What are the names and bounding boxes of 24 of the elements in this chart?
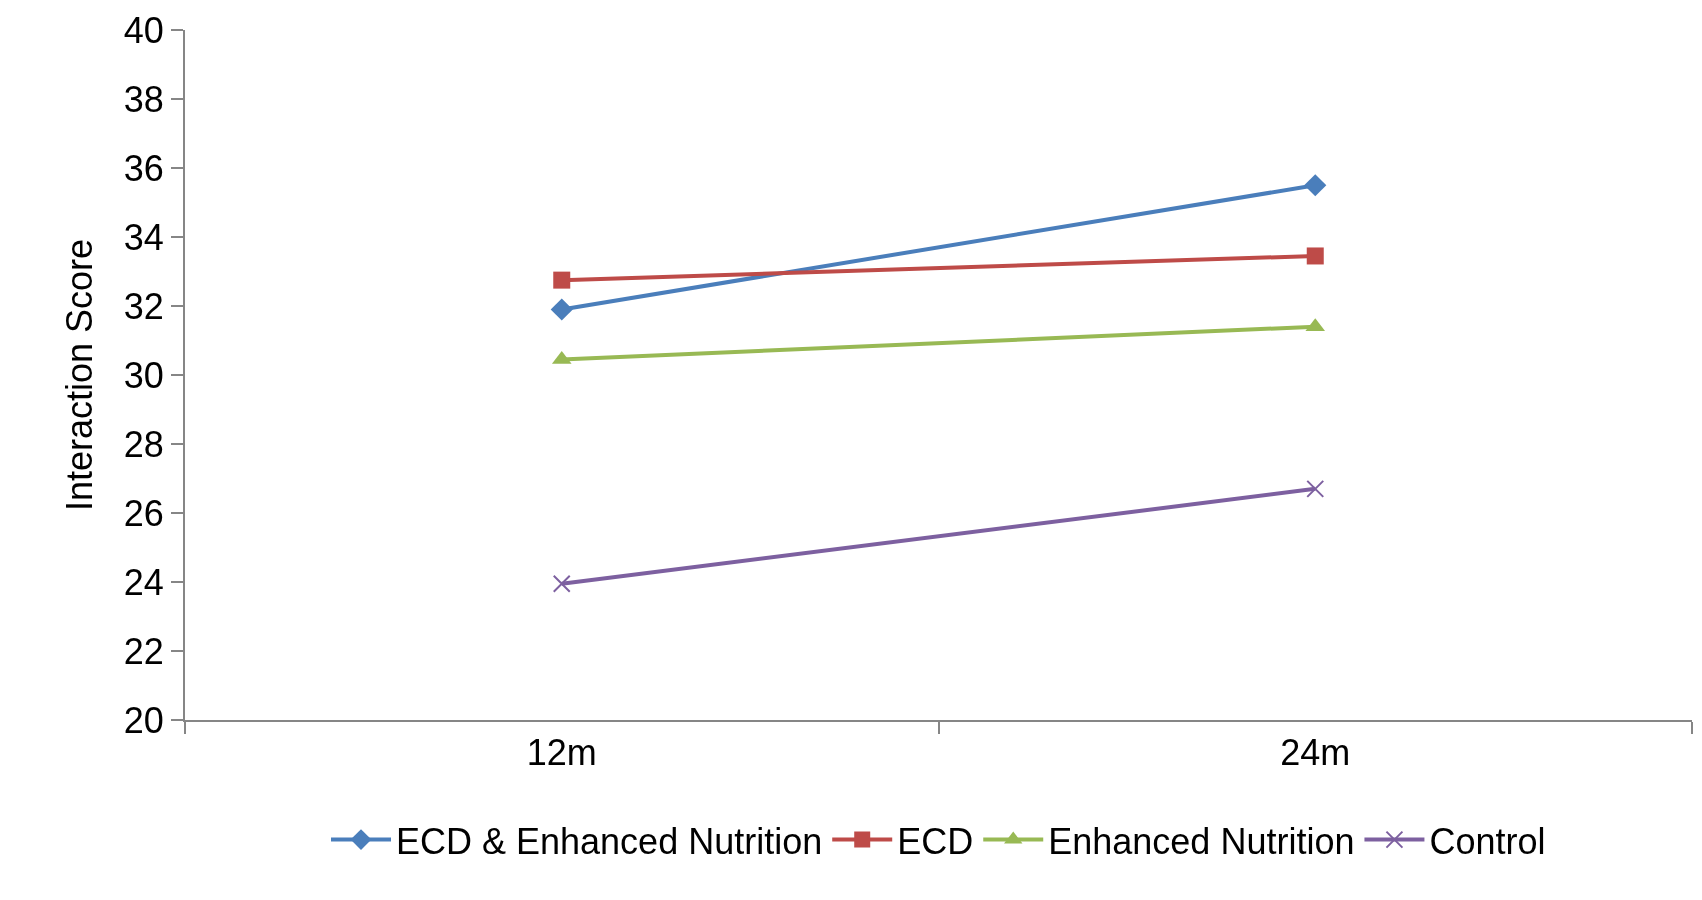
y-tick-label: 40 [123,9,164,51]
y-tick-label: 38 [123,78,164,120]
point [552,574,571,593]
legend-label: ECD [897,820,974,862]
y-tick-label: 30 [123,354,164,396]
point [550,298,573,321]
legend-label: ECD & Enhanced Nutrition [396,820,823,862]
point [1306,479,1325,498]
legend-label: Enhanced Nutrition [1048,820,1355,862]
legend-label: Control [1429,820,1546,862]
y-tick-label: 34 [123,216,164,258]
x-tick-label: 12m [526,732,597,774]
y-tick-label: 28 [123,423,164,465]
y-tick-label: 20 [123,699,164,741]
y-tick-label: 32 [123,285,164,327]
y-tick-label: 22 [123,630,164,672]
y-axis-title: Interaction Score [59,238,101,512]
point [553,271,571,289]
y-tick-label: 24 [123,561,164,603]
y-tick-label: 36 [123,147,164,189]
point [1306,247,1324,265]
y-tick-label: 26 [123,492,164,534]
x-tick-label: 24m [1280,732,1351,774]
point [1304,174,1327,197]
